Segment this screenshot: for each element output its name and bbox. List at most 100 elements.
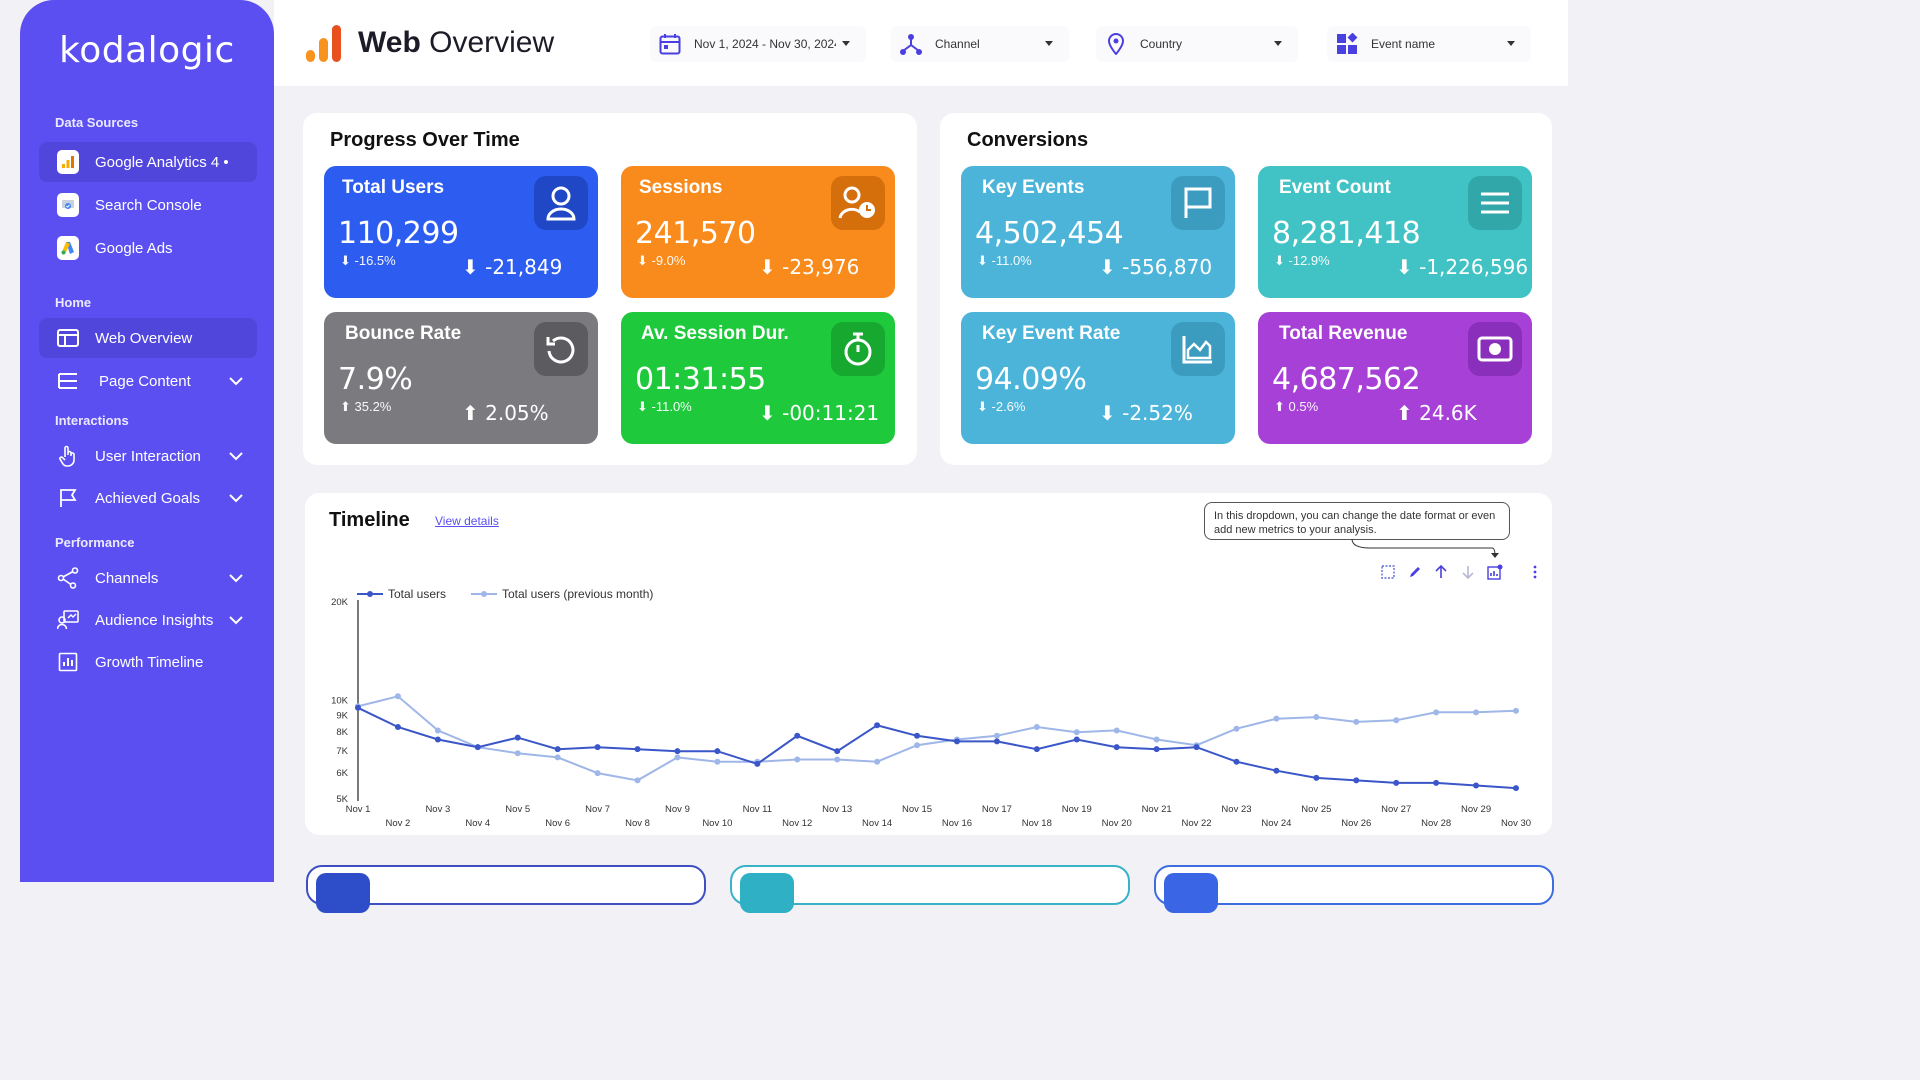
sidebar-item-google-ads[interactable]: Google Ads <box>39 228 257 268</box>
sidebar-item-search-console[interactable]: Search Console <box>39 185 257 225</box>
y-tick-label: 5K <box>336 794 348 805</box>
chevron-down-icon[interactable] <box>229 612 243 629</box>
sidebar-item-label: Google Ads <box>95 239 173 257</box>
interactions-title: Interactions <box>55 413 129 428</box>
arrow-up-icon[interactable] <box>1432 563 1450 581</box>
sidebar-item-page-content[interactable]: Page Content <box>39 361 257 401</box>
data-point <box>953 738 960 745</box>
audience-icon <box>57 609 79 631</box>
card-title: Key Event Rate <box>982 323 1121 344</box>
channel-icon <box>899 32 923 56</box>
total-users-card[interactable]: Total Users 110,299 ⬇ -16.5% ⬇ -21,849 <box>324 166 598 298</box>
country-filter[interactable]: Country <box>1096 26 1298 62</box>
country-filter-label: Country <box>1140 37 1183 51</box>
data-point <box>434 727 441 734</box>
sidebar-item-label: Search Console <box>95 196 202 214</box>
data-point <box>634 746 641 753</box>
x-tick-label: Nov 12 <box>782 818 812 829</box>
y-tick-label: 9K <box>336 710 348 721</box>
data-point <box>794 756 801 763</box>
bottom-card-icon <box>316 873 370 913</box>
card-title: Bounce Rate <box>345 323 462 344</box>
data-point <box>1273 767 1280 774</box>
data-point <box>1513 707 1519 714</box>
data-point <box>714 758 721 765</box>
refresh-icon <box>534 322 588 376</box>
x-tick-label: Nov 17 <box>982 804 1012 815</box>
key-events-card[interactable]: Key Events 4,502,454 ⬇ -11.0% ⬇ -556,870 <box>961 166 1235 298</box>
app-logo[interactable]: kodalogic <box>59 30 235 71</box>
legend-label: Total users (previous month) <box>502 587 653 601</box>
card-value: 7.9% <box>338 362 413 397</box>
caret-down-icon <box>1045 41 1053 46</box>
arrow-down-icon[interactable] <box>1459 563 1477 581</box>
bottom-card-icon <box>740 873 794 913</box>
x-tick-label: Nov 29 <box>1461 804 1491 815</box>
data-point <box>1313 714 1320 721</box>
sidebar-item-web-overview[interactable]: Web Overview <box>39 318 257 358</box>
home-title: Home <box>55 295 92 310</box>
bottom-card-1[interactable] <box>306 865 706 913</box>
card-title: Total Users <box>342 177 445 198</box>
progress-title: Progress Over Time <box>330 129 520 151</box>
card-percent-change: ⬇ -12.9% <box>1274 253 1330 268</box>
card-percent-change: ⬇ -9.0% <box>637 253 686 268</box>
sidebar-item-label: Achieved Goals <box>95 489 201 507</box>
bottom-card-2[interactable] <box>730 865 1130 913</box>
card-percent-change: ⬇ -16.5% <box>340 253 396 268</box>
sessions-card[interactable]: Sessions 241,570 ⬇ -9.0% ⬇ -23,976 <box>621 166 895 298</box>
view-details-link[interactable]: View details <box>435 514 499 528</box>
card-value: 4,687,562 <box>1272 362 1421 397</box>
search-console-icon <box>57 193 79 217</box>
timeline-chart[interactable]: 5K 6K 7K 8K 9K 10K 20K Nov 1 Nov 2 Nov 3 Nov 4 Nov … <box>305 580 1552 832</box>
sidebar-item-audience-insights[interactable]: Audience Insights <box>39 600 257 640</box>
sidebar-item-google-analytics[interactable]: Google Analytics 4 • <box>39 142 257 182</box>
x-tick-label: Nov 24 <box>1261 818 1291 829</box>
sidebar-item-label: Google Analytics 4 • <box>95 153 229 171</box>
x-tick-label: Nov 15 <box>902 804 932 815</box>
chart-options-icon[interactable] <box>1486 563 1504 581</box>
bottom-card-3[interactable] <box>1154 865 1554 913</box>
data-point <box>434 736 441 743</box>
bounce-rate-card[interactable]: Bounce Rate 7.9% ⬆ 35.2% ⬆ 2.05% <box>324 312 598 444</box>
event-name-filter[interactable]: Event name <box>1327 26 1531 62</box>
card-percent-change: ⬇ -2.6% <box>977 399 1026 414</box>
flag-icon <box>1171 176 1225 230</box>
pencil-icon[interactable] <box>1406 563 1424 581</box>
data-point <box>594 744 601 751</box>
channel-filter[interactable]: Channel <box>891 26 1069 62</box>
sidebar-item-achieved-goals[interactable]: Achieved Goals <box>39 478 257 518</box>
card-title: Total Revenue <box>1279 323 1408 344</box>
flag-icon <box>57 487 79 509</box>
chevron-down-icon[interactable] <box>229 570 243 587</box>
data-point <box>1113 744 1120 751</box>
session-duration-card[interactable]: Av. Session Dur. 01:31:55 ⬇ -11.0% ⬇ -00… <box>621 312 895 444</box>
event-name-filter-label: Event name <box>1371 37 1436 51</box>
data-point <box>514 734 521 741</box>
more-vertical-icon[interactable] <box>1526 563 1544 581</box>
sidebar-item-user-interaction[interactable]: User Interaction <box>39 436 257 476</box>
x-tick-label: Nov 8 <box>625 818 650 829</box>
sidebar-item-label: Growth Timeline <box>95 653 204 671</box>
sidebar-item-channels[interactable]: Channels <box>39 558 257 598</box>
chevron-down-icon[interactable] <box>229 373 243 390</box>
key-event-rate-card[interactable]: Key Event Rate 94.09% ⬇ -2.6% ⬇ -2.52% <box>961 312 1235 444</box>
y-tick-label: 20K <box>331 597 349 608</box>
y-tick-label: 8K <box>336 727 348 738</box>
money-bill-icon <box>1468 322 1522 376</box>
data-point <box>1153 746 1160 753</box>
user-clock-icon <box>831 176 885 230</box>
chevron-down-icon[interactable] <box>229 448 243 465</box>
legend-label: Total users <box>388 587 446 601</box>
x-tick-label: Nov 22 <box>1181 818 1211 829</box>
chevron-down-icon[interactable] <box>229 490 243 507</box>
date-range-filter[interactable]: Nov 1, 2024 - Nov 30, 2024 <box>650 26 866 62</box>
x-tick-label: Nov 25 <box>1301 804 1331 815</box>
select-area-icon[interactable] <box>1379 563 1397 581</box>
sidebar-item-growth-timeline[interactable]: Growth Timeline <box>39 642 257 682</box>
event-count-card[interactable]: Event Count 8,281,418 ⬇ -12.9% ⬇ -1,226,… <box>1258 166 1532 298</box>
total-revenue-card[interactable]: Total Revenue 4,687,562 ⬆ 0.5% ⬆ 24.6K <box>1258 312 1532 444</box>
data-point <box>1393 717 1400 724</box>
x-tick-label: Nov 11 <box>743 804 772 815</box>
data-point <box>1033 746 1040 753</box>
